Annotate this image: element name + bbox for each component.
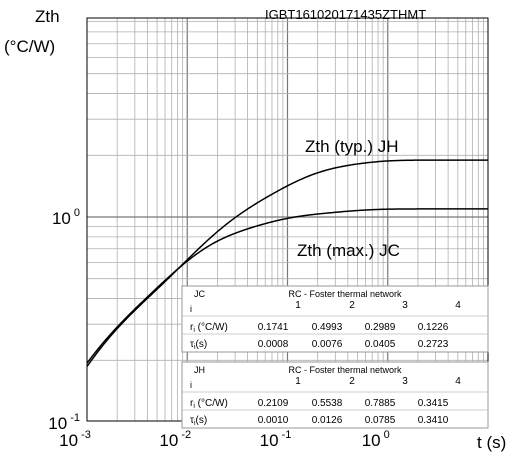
r-value-cell: 0.7885 [365, 398, 396, 409]
r-value-cell: 0.1741 [258, 322, 289, 333]
table-key: JC [194, 289, 206, 299]
chart-id-label: IGBT161020171435ZTHMT [265, 7, 426, 22]
curves [86, 159, 488, 367]
x-tick-labels: 10 -3 10 -2 10 -1 10 0 [59, 429, 390, 450]
table-key: JH [194, 365, 205, 375]
index-cell: 1 [295, 376, 301, 387]
index-cell: 4 [455, 376, 461, 387]
table-background [181, 361, 489, 429]
tau-value-cell: 0.3410 [418, 415, 449, 426]
curve-zth-typ-jh [86, 159, 488, 367]
r-value-cell: 0.1226 [418, 322, 449, 333]
series-label-typ: Zth (typ.) JH [305, 137, 399, 156]
table-title: RC - Foster thermal network [288, 289, 402, 299]
foster-table-jc: JC RC - Foster thermal network i 1 2 3 4 ri (°C… [181, 285, 489, 353]
table-title: RC - Foster thermal network [288, 365, 402, 375]
tau-value-cell: 0.0010 [258, 415, 289, 426]
r-row-label: ri (°C/W) [190, 398, 228, 410]
y-tick-label: 10 0 [52, 207, 80, 228]
grid-lines [87, 18, 488, 421]
table-background [181, 285, 489, 353]
curve-zth-max-jc [86, 208, 488, 364]
y-tick-label: 10 -1 [48, 412, 80, 433]
r-value-cell: 0.3415 [418, 398, 449, 409]
index-label: i [190, 380, 192, 390]
r-row-label: ri (°C/W) [190, 322, 228, 334]
index-cell: 3 [402, 376, 408, 387]
index-cell: 4 [455, 300, 461, 311]
foster-tables: JC RC - Foster thermal network i 1 2 3 4 ri (°C… [181, 285, 489, 429]
tau-value-cell: 0.0008 [258, 339, 289, 350]
index-label: i [190, 304, 192, 314]
y-axis-label: Zth [35, 7, 60, 26]
r-value-cell: 0.5538 [312, 398, 343, 409]
tau-value-cell: 0.0126 [312, 415, 343, 426]
tau-row-label: τi(s) [190, 415, 207, 427]
index-cell: 3 [402, 300, 408, 311]
r-value-cell: 0.2109 [258, 398, 289, 409]
x-tick-label: 10 0 [362, 429, 390, 450]
tau-value-cell: 0.0076 [312, 339, 343, 350]
foster-table-jh: JH RC - Foster thermal network i 1 2 3 4 ri (°C… [181, 361, 489, 429]
index-cell: 1 [295, 300, 301, 311]
x-tick-label: 10 -1 [260, 429, 292, 450]
y-axis-unit: (°C/W) [4, 37, 55, 56]
tau-value-cell: 0.2723 [418, 339, 449, 350]
r-value-cell: 0.2989 [365, 322, 396, 333]
x-tick-label: 10 -3 [59, 429, 91, 450]
index-cell: 2 [349, 300, 355, 311]
tau-row-label: τi(s) [190, 339, 207, 351]
series-label-max: Zth (max.) JC [297, 241, 400, 260]
x-tick-label: 10 -2 [159, 429, 191, 450]
index-cell: 2 [349, 376, 355, 387]
tau-value-cell: 0.0405 [365, 339, 396, 350]
r-value-cell: 0.4993 [312, 322, 343, 333]
tau-value-cell: 0.0785 [365, 415, 396, 426]
x-axis-label: t (s) [477, 433, 506, 452]
